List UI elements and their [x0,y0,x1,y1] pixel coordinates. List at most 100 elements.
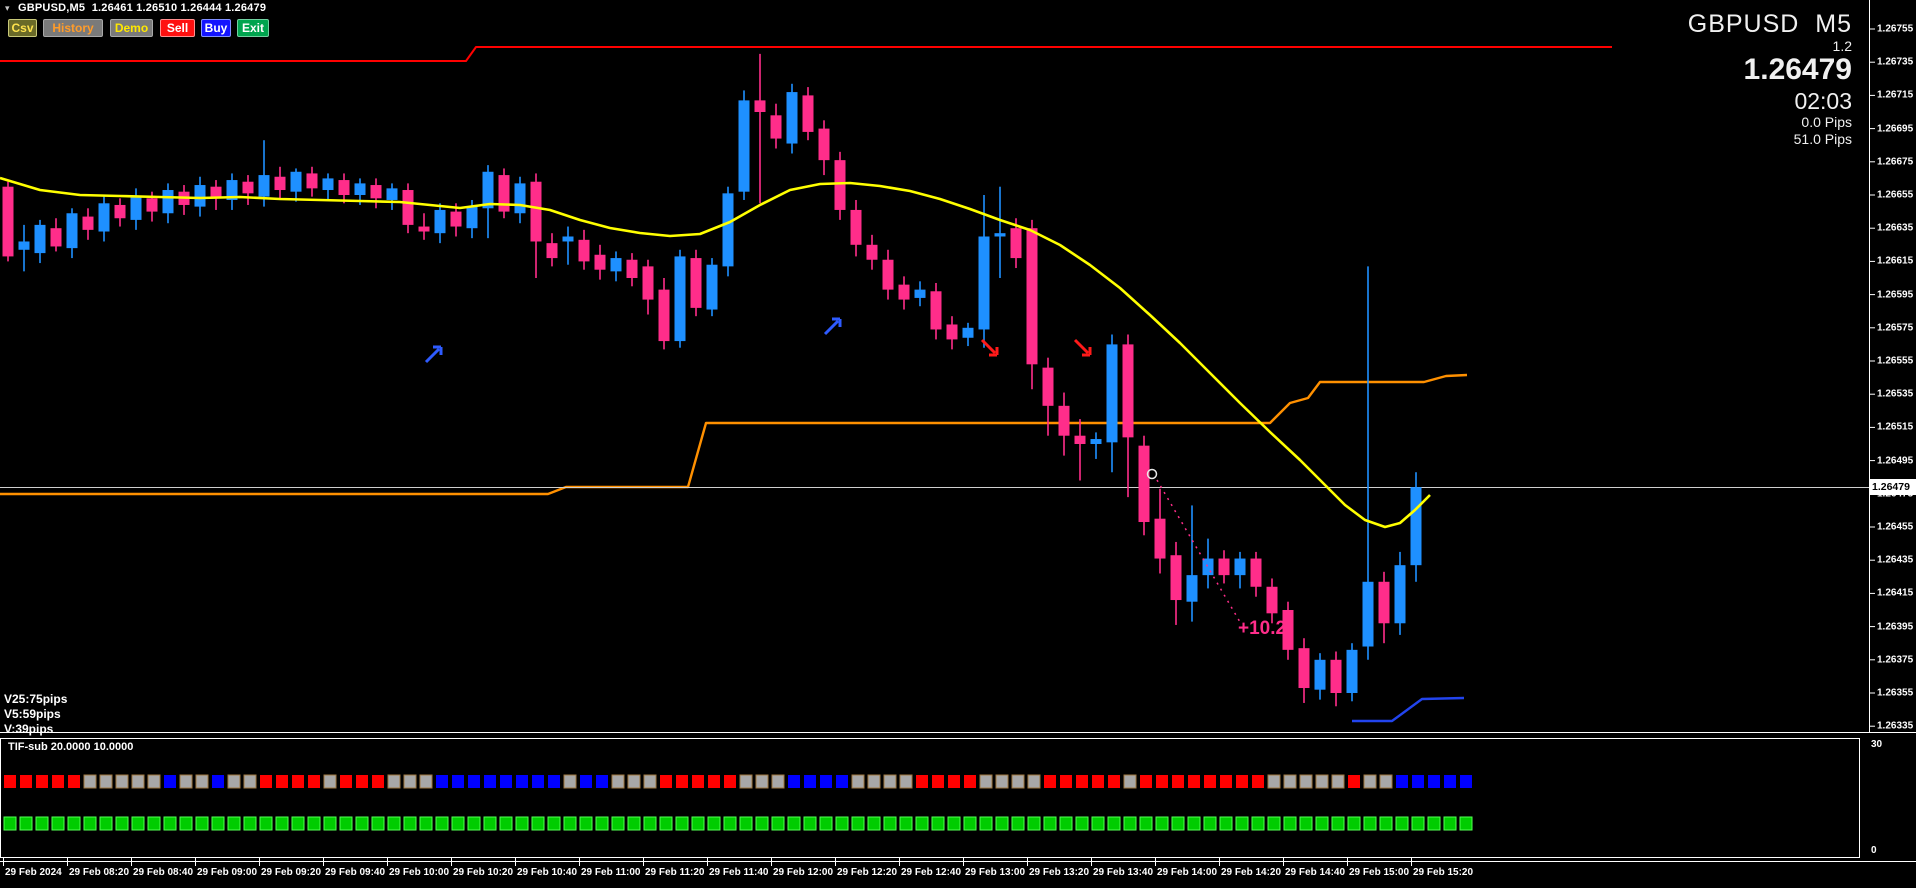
tif-dash [771,774,785,789]
tif-dash [1220,775,1232,788]
tif-dash [1140,775,1152,788]
tif-dash [804,775,816,788]
candle-down [338,180,350,195]
quote-spread: 1.2 [1832,38,1852,54]
candle-up [1202,558,1214,576]
candle-up [706,264,718,310]
tif-dash [979,774,993,789]
tif-dash [1299,816,1313,831]
subwindow-indicator-title: TIF-sub 20.0000 10.0000 [8,741,134,753]
candle-up [1314,659,1326,690]
tif-dash [3,816,17,831]
candle-down [1074,435,1086,444]
tif-dash [1252,775,1264,788]
chevron-down-icon[interactable]: ▾ [5,3,10,13]
tif-dash [1027,774,1041,789]
tif-dash [963,816,977,831]
candle-up [514,183,526,214]
candle-down [498,175,510,212]
time-axis-label: 29 Feb 15:00 [1349,867,1410,878]
quote-symbol: GBPUSD M5 [1688,10,1852,39]
tif-dash [611,816,625,831]
tif-dash [723,816,737,831]
time-axis-label: 29 Feb 2024 [5,867,62,878]
tif-dash [1011,816,1025,831]
tif-dash [356,775,368,788]
candle-up [1106,344,1118,443]
chart-title-ohlc: 1.26461 1.26510 1.26444 1.26479 [91,2,267,14]
tif-dash [627,816,641,831]
toolbar-button-history[interactable]: History [43,19,103,37]
tif-dash [211,816,225,831]
time-axis-label: 29 Feb 09:20 [261,867,322,878]
tif-dash [419,816,433,831]
candle-down [594,254,606,270]
tif-dash [500,775,512,788]
toolbar-button-exit[interactable]: Exit [237,19,269,37]
tif-dash [739,774,753,789]
price-axis-label: 1.26495 [1877,455,1914,467]
tif-dash [1139,816,1153,831]
toolbar-button-sell[interactable]: Sell [160,19,195,37]
candle-down [1250,558,1262,587]
toolbar-button-csv[interactable]: Csv [8,19,37,37]
time-axis-label: 29 Feb 12:20 [837,867,898,878]
candle-down [402,190,414,225]
tif-dash [947,816,961,831]
time-axis-label: 29 Feb 09:00 [197,867,258,878]
quote-clock: 02:03 [1794,88,1852,114]
candle-up [194,185,206,207]
candle-down [274,176,286,191]
tif-dash [675,816,689,831]
price-axis-label: 1.26615 [1877,255,1914,267]
price-axis-label: 1.26435 [1877,554,1914,566]
tif-dash [563,774,577,789]
candle-down [626,259,638,278]
price-axis-label: 1.26655 [1877,189,1914,201]
tif-dash [788,775,800,788]
tif-dash [1219,816,1233,831]
tif-dash [195,774,209,789]
tif-dash [1315,816,1329,831]
price-axis-label: 1.26595 [1877,289,1914,301]
tif-dash [1348,775,1360,788]
candle-down [1122,344,1134,438]
toolbar-button-buy[interactable]: Buy [201,19,231,37]
tif-dash [1412,775,1424,788]
candle-down [450,211,462,227]
quote-timeframe: M5 [1815,10,1852,38]
time-axis-label: 29 Feb 10:20 [453,867,514,878]
tif-dash [1395,816,1409,831]
time-axis-label: 29 Feb 12:00 [773,867,834,878]
tif-dash [883,816,897,831]
tif-dash [1123,816,1137,831]
tif-dash [1299,774,1313,789]
candle-up [962,327,974,338]
time-axis-label: 29 Feb 15:20 [1413,867,1474,878]
tif-dash [243,774,257,789]
tif-dash [323,774,337,789]
candle-up [1234,558,1246,576]
tif-dash [468,775,480,788]
candle-up [434,209,446,234]
price-axis-label: 1.26575 [1877,322,1914,334]
tif-dash [1443,816,1457,831]
tif-dash [147,774,161,789]
tif-dash [1155,816,1169,831]
candle-up [34,224,46,254]
price-axis-label: 1.26535 [1877,388,1914,400]
candle-up [722,193,734,267]
quote-pips-current: 0.0 Pips [1801,114,1852,130]
candle-down [242,181,254,194]
time-axis-label: 29 Feb 09:40 [325,867,386,878]
tif-dash [676,775,688,788]
tif-dash [1459,816,1473,831]
candle-down [658,289,670,342]
candle-down [642,266,654,300]
tif-dash [1076,775,1088,788]
tif-dash [851,816,865,831]
tif-dash [83,816,97,831]
subwindow-border [0,738,1860,858]
toolbar-button-demo[interactable]: Demo [110,19,153,37]
